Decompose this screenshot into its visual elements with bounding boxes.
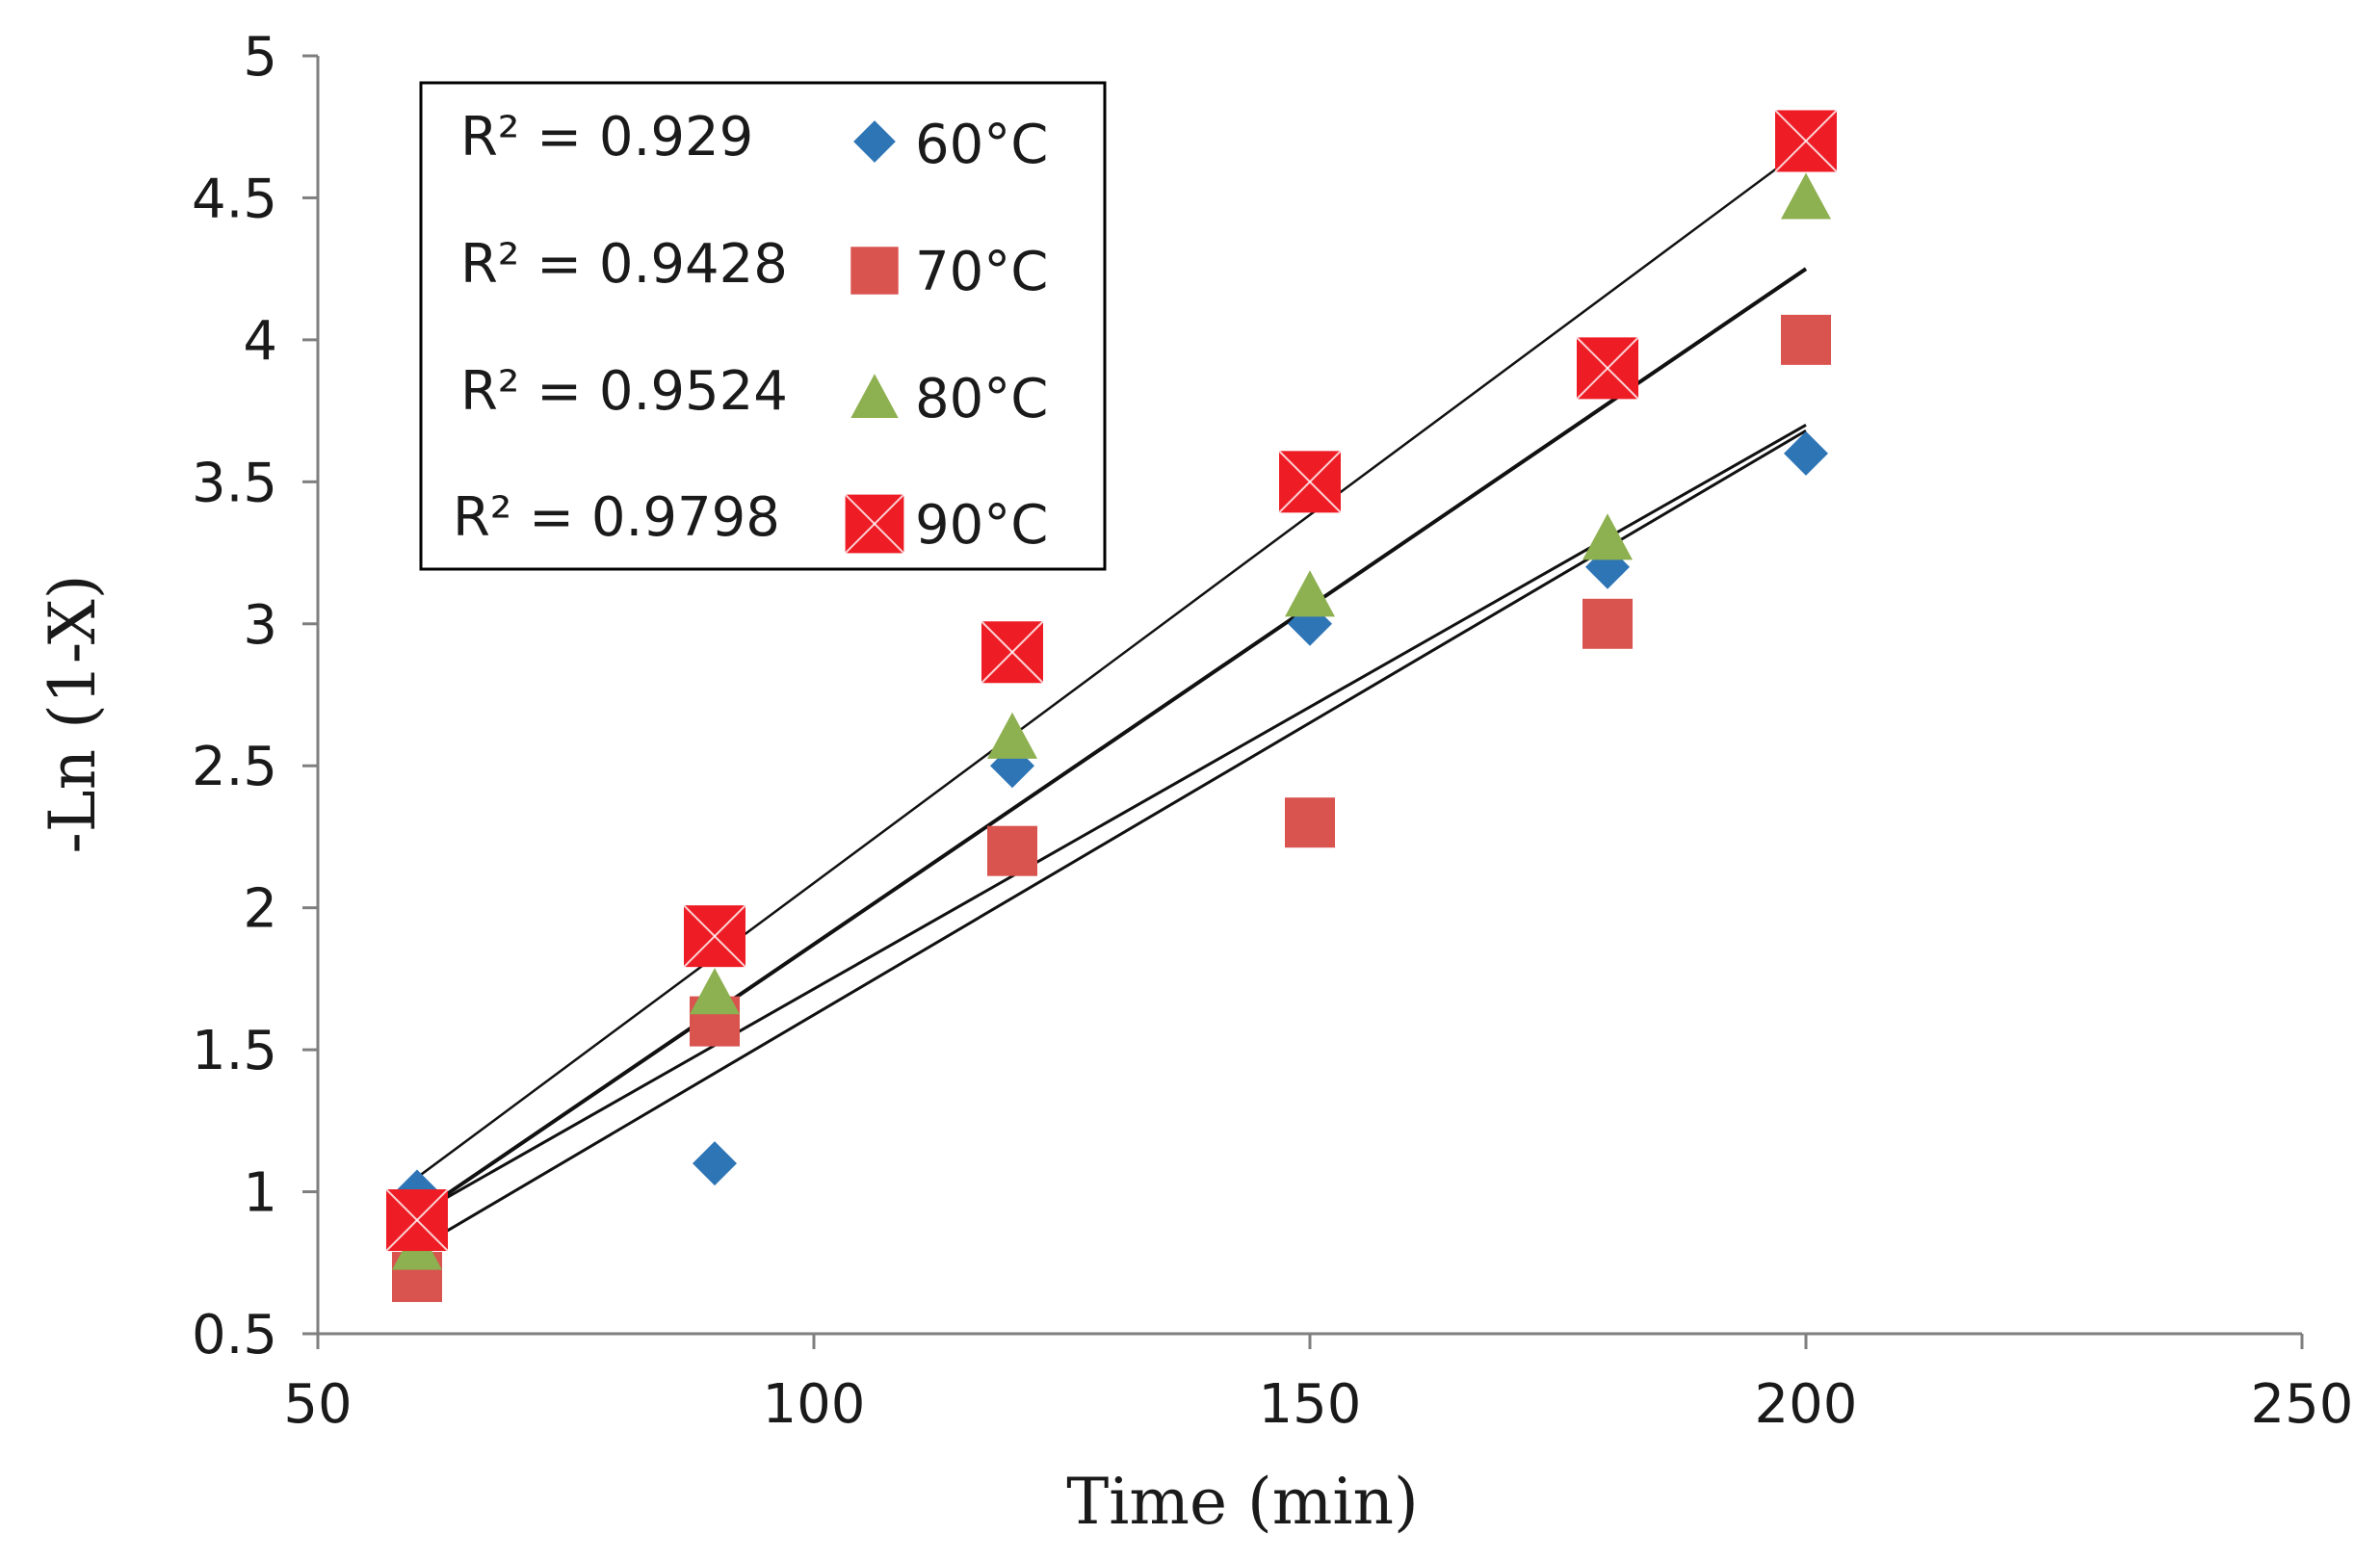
data-point-square-cross xyxy=(1576,336,1639,401)
y-tick-label: 2.5 xyxy=(192,736,277,798)
legend-label: 60°C xyxy=(915,114,1048,176)
data-point-triangle xyxy=(1285,570,1335,617)
data-point-triangle xyxy=(1781,172,1831,220)
marker-cross xyxy=(683,904,746,968)
y-tick-label: 3.5 xyxy=(192,452,277,514)
r-squared-label: R² = 0.9428 xyxy=(460,233,788,296)
legend-label: 90°C xyxy=(915,494,1048,557)
data-point-square xyxy=(987,825,1037,876)
legend: R² = 0.929 60°C R² = 0.9428 70°C R² = 0.9524… xyxy=(419,81,1107,571)
data-point-square xyxy=(1781,314,1831,365)
x-tick-label: 50 xyxy=(283,1373,352,1436)
marker-cross xyxy=(1774,109,1838,173)
data-point-triangle xyxy=(1582,513,1633,560)
marker-cross xyxy=(844,493,905,555)
data-point-triangle xyxy=(987,712,1037,759)
data-point-square-cross xyxy=(683,904,746,968)
trendline xyxy=(416,429,1807,1250)
legend-box xyxy=(419,81,1107,571)
y-tick-label: 2 xyxy=(243,878,277,941)
data-points xyxy=(385,109,1838,1303)
x-tick-label: 200 xyxy=(1755,1373,1858,1436)
data-point-triangle xyxy=(690,968,740,1015)
data-point-square xyxy=(1582,598,1633,649)
data-point-square-cross xyxy=(981,620,1044,684)
y-tick-label: 3 xyxy=(243,594,277,657)
legend-marker-square xyxy=(850,247,899,295)
r-squared-label: R² = 0.929 xyxy=(460,106,753,169)
data-point-diamond xyxy=(693,1141,737,1186)
data-point-square xyxy=(1285,797,1335,848)
marker-cross xyxy=(1576,336,1639,401)
y-tick-label: 1 xyxy=(243,1162,277,1225)
y-tick-label: 0.5 xyxy=(192,1304,277,1366)
data-point-diamond xyxy=(1784,430,1828,476)
legend-label: 80°C xyxy=(915,368,1048,430)
data-point-square-cross xyxy=(385,1188,449,1252)
marker-cross xyxy=(981,620,1044,684)
x-axis-title: Time (min) xyxy=(1066,1465,1418,1539)
y-axis-title: -Ln (1-X) xyxy=(36,574,110,853)
r-squared-label: R² = 0.9524 xyxy=(460,360,788,423)
x-tick-label: 150 xyxy=(1259,1373,1362,1436)
x-tick-label: 250 xyxy=(2251,1373,2354,1436)
x-tick-label: 100 xyxy=(763,1373,866,1436)
y-tick-label: 5 xyxy=(243,26,277,89)
data-point-square-cross xyxy=(1278,450,1342,514)
trendline xyxy=(416,145,1807,1179)
y-tick-label: 4 xyxy=(243,310,277,373)
r-squared-label: R² = 0.9798 xyxy=(453,486,780,549)
trendline xyxy=(416,424,1807,1216)
marker-cross xyxy=(1278,450,1342,514)
axes: 0.5 1 1.5 2 2.5 3 3.5 4 4.5 5 50 100 150 200 250 xyxy=(192,26,2354,1436)
legend-marker-triangle xyxy=(850,374,899,418)
y-tick-label: 1.5 xyxy=(192,1020,277,1082)
legend-marker-square-cross xyxy=(844,493,905,555)
legend-marker-diamond xyxy=(853,120,896,163)
fit-lines xyxy=(415,145,1808,1250)
legend-label: 70°C xyxy=(915,241,1048,303)
marker-cross xyxy=(385,1188,449,1252)
data-point-square-cross xyxy=(1774,109,1838,173)
trendline xyxy=(415,267,1808,1216)
y-tick-label: 4.5 xyxy=(192,168,277,230)
